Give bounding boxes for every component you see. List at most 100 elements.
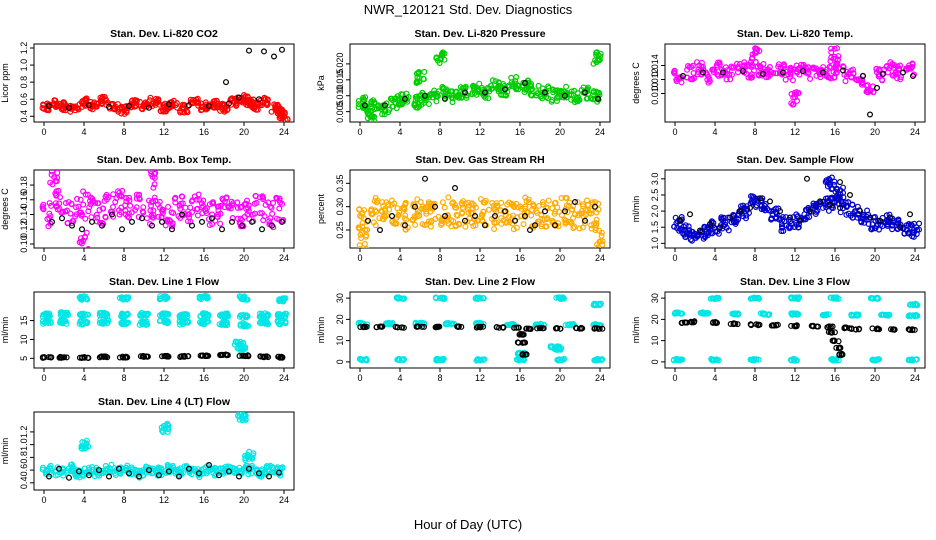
data-point <box>152 98 159 105</box>
data-point <box>390 103 397 110</box>
data-point <box>181 463 188 470</box>
data-point <box>873 65 880 72</box>
data-point <box>132 207 139 214</box>
data-point <box>395 356 402 363</box>
data-point <box>590 89 597 96</box>
data-point <box>833 69 840 76</box>
data-point <box>117 192 124 199</box>
data-point <box>873 294 880 301</box>
data-point <box>551 345 558 352</box>
data-point <box>699 69 706 76</box>
data-point <box>378 323 385 330</box>
x-tick-label: 20 <box>239 373 249 383</box>
data-point <box>68 103 75 110</box>
data-point <box>721 221 728 228</box>
x-tick-label: 8 <box>437 127 442 137</box>
data-point <box>527 82 534 89</box>
data-point <box>399 91 406 98</box>
data-point <box>692 234 699 241</box>
data-point <box>848 326 855 333</box>
x-tick-label: 8 <box>121 253 126 263</box>
data-point <box>887 326 894 333</box>
data-point <box>242 452 249 459</box>
data-point <box>242 314 249 321</box>
data-point <box>212 465 219 472</box>
data-points <box>670 45 917 118</box>
data-point <box>146 467 153 474</box>
data-point <box>707 295 714 302</box>
data-point <box>743 212 750 219</box>
data-point <box>472 204 479 211</box>
data-point <box>206 462 213 469</box>
panel-title: Stan. Dev. Line 1 Flow <box>109 276 220 288</box>
data-point <box>173 466 180 473</box>
data-point <box>458 323 465 330</box>
data-point <box>492 213 499 220</box>
data-point <box>276 205 283 212</box>
data-points <box>39 293 290 362</box>
y-tick-label: 0.14 <box>19 206 29 224</box>
x-tick-label: 12 <box>475 127 485 137</box>
data-point <box>704 76 711 83</box>
x-tick-label: 4 <box>397 253 402 263</box>
x-tick-label: 4 <box>712 373 717 383</box>
data-point <box>146 97 153 104</box>
data-point <box>110 191 117 198</box>
data-point <box>47 213 54 220</box>
data-point <box>876 66 883 73</box>
data-point <box>579 201 586 208</box>
data-point <box>164 217 171 224</box>
data-point <box>393 294 400 301</box>
data-point <box>203 293 210 300</box>
data-point <box>542 223 549 230</box>
data-point <box>565 322 572 329</box>
figure-title: NWR_120121 Std. Dev. Diagnostics <box>363 2 573 17</box>
x-tick-label: 4 <box>712 253 717 263</box>
data-point <box>385 109 392 116</box>
y-tick-label: 0.4 <box>19 110 29 123</box>
data-point <box>75 468 82 475</box>
data-point <box>92 103 99 110</box>
data-point <box>449 99 456 106</box>
y-tick-label: 10 <box>19 334 29 344</box>
data-point <box>866 214 873 221</box>
data-point <box>108 211 115 218</box>
data-point <box>574 90 581 97</box>
data-point <box>848 311 855 318</box>
data-point <box>53 188 60 195</box>
data-point <box>599 325 606 332</box>
data-point <box>819 69 826 76</box>
data-point <box>83 437 90 444</box>
data-point <box>884 69 891 76</box>
data-point <box>789 101 796 108</box>
data-point <box>755 295 762 302</box>
data-point <box>206 102 213 109</box>
data-point <box>911 326 918 333</box>
data-point <box>455 220 462 227</box>
data-point <box>756 321 763 328</box>
data-point <box>382 102 389 109</box>
data-point <box>715 295 722 302</box>
data-point <box>383 212 390 219</box>
data-point <box>842 78 849 85</box>
data-point <box>799 68 806 75</box>
data-point <box>472 222 479 229</box>
x-tick-label: 20 <box>555 127 565 137</box>
x-tick-label: 8 <box>437 373 442 383</box>
data-point <box>81 354 88 361</box>
data-point <box>855 76 862 83</box>
data-point <box>162 108 169 115</box>
data-point <box>244 313 251 320</box>
data-point <box>678 310 685 317</box>
data-point <box>425 100 432 107</box>
data-point <box>209 215 216 222</box>
data-point <box>690 319 697 326</box>
y-tick-label: 0.8 <box>19 451 29 464</box>
data-point <box>514 339 521 346</box>
data-point <box>94 200 101 207</box>
data-point <box>794 66 801 73</box>
x-tick-label: 24 <box>279 495 289 505</box>
data-point <box>482 222 489 229</box>
data-point <box>256 313 263 320</box>
